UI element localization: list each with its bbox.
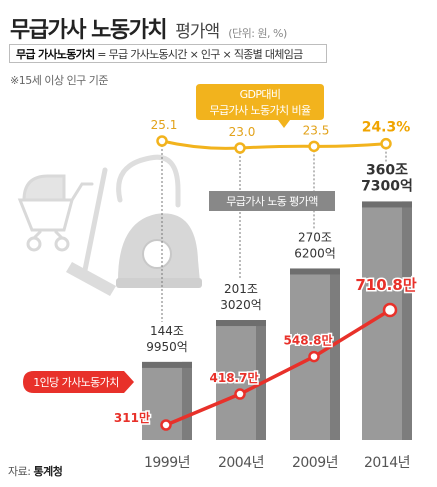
title-area: 무급가사 노동가치 평가액 (단위: 원, %)	[10, 12, 287, 44]
labels-layer: 1999년 144조 9950억 2004년 201조 3020억 2009년 270조 620…	[112, 118, 418, 471]
per-capita-value-label: 710.8만	[355, 276, 416, 294]
bar-value-label: 270조	[298, 230, 332, 244]
gdp-legend-label: GDP대비	[240, 88, 281, 101]
gdp-value-label: 24.3%	[362, 120, 411, 136]
population-note: ※15세 이상 인구 기준	[10, 74, 109, 87]
bar-shade	[330, 268, 340, 440]
bar-value-label: 7300억	[361, 178, 413, 194]
formula-box: 무급 가사노동가치 = 무급 가사노동시간 × 인구 × 직종별 대체임금	[9, 44, 327, 63]
per-capita-point	[234, 388, 246, 400]
per-capita-point	[160, 419, 172, 431]
gdp-legend-label: 무급가사 노동가치 비율	[210, 104, 311, 117]
x-tick-label: 2004년	[218, 455, 264, 471]
gdp-value-label: 25.1	[151, 118, 178, 132]
per-capita-legend-label: 1인당 가사노동가치	[33, 376, 118, 389]
x-tick-label: 1999년	[144, 455, 190, 471]
vacuum-cleaner-icon	[66, 154, 202, 296]
bar-top-edge	[290, 268, 340, 275]
x-tick-label: 2009년	[292, 455, 338, 471]
bar-value-label: 6200억	[294, 246, 336, 260]
source-note: 자료: 통계청	[8, 463, 63, 479]
source-label: 자료:	[8, 465, 34, 478]
decor-illustrations	[17, 154, 202, 296]
bar-top-edge	[362, 201, 412, 208]
bar-value-label: 9950억	[146, 340, 188, 354]
bar-value-label: 201조	[224, 282, 258, 296]
formula-expression: = 무급 가사노동시간 × 인구 × 직종별 대체임금	[94, 48, 303, 61]
bar-shade	[256, 320, 266, 440]
source-name: 통계청	[33, 465, 63, 478]
gdp-point	[308, 140, 320, 153]
bar-value-label: 3020억	[220, 298, 262, 312]
bar-shade	[402, 201, 412, 440]
per-capita-point	[308, 350, 320, 363]
bar-value-label: 144조	[150, 324, 184, 338]
gdp-legend-box	[196, 84, 324, 128]
bar-top-edge	[216, 320, 266, 327]
bar-value-label: 360조	[366, 162, 408, 178]
gdp-value-label: 23.0	[229, 125, 256, 139]
gdp-line-layer	[156, 135, 392, 322]
bars-legend-box	[209, 191, 335, 211]
per-capita-line-layer	[160, 302, 398, 431]
unit-label: (단위: 원, %)	[228, 27, 287, 40]
bar-top-edge	[142, 361, 192, 368]
per-capita-value-label: 548.8만	[284, 333, 333, 348]
formula-term: 무급 가사노동가치	[16, 48, 95, 61]
per-capita-value-label: 311만	[114, 410, 150, 425]
gdp-series-line	[161, 139, 387, 150]
bars-legend-label: 무급가사 노동 평가액	[226, 195, 317, 208]
per-capita-series-line	[165, 308, 391, 427]
bar-shade	[182, 361, 192, 440]
gdp-value-label: 23.5	[303, 123, 330, 137]
per-capita-value-label: 418.7만	[210, 370, 259, 385]
page-title: 무급가사 노동가치	[10, 18, 168, 43]
x-tick-label: 2014년	[364, 455, 410, 471]
per-capita-point	[382, 302, 398, 318]
gdp-point	[380, 137, 392, 150]
page-subtitle: 평가액	[175, 22, 220, 42]
gdp-point	[234, 142, 246, 154]
gdp-point	[156, 135, 168, 147]
stroller-icon	[17, 174, 94, 252]
per-capita-legend-box	[23, 371, 134, 393]
